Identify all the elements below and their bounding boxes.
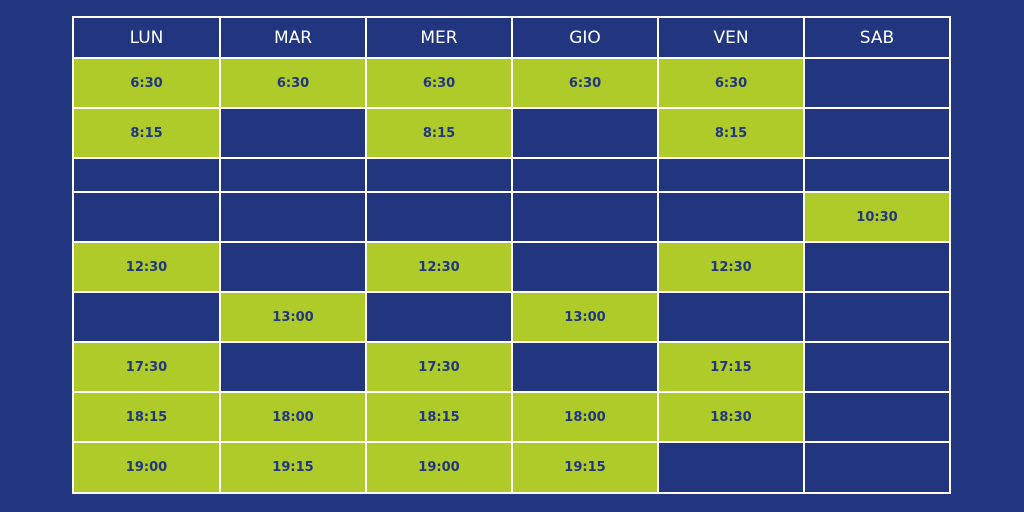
time-slot: 18:30 bbox=[658, 392, 804, 442]
time-slot: 6:30 bbox=[73, 58, 220, 108]
time-slot: 17:30 bbox=[73, 342, 220, 392]
day-header: LUN bbox=[129, 27, 164, 48]
time-slot: 8:15 bbox=[73, 108, 220, 158]
time-slot: 19:15 bbox=[220, 442, 366, 493]
time-slot: 6:30 bbox=[512, 58, 658, 108]
time-slot: 12:30 bbox=[366, 242, 512, 292]
grid-line bbox=[72, 492, 951, 494]
grid-line bbox=[72, 391, 951, 393]
grid-line bbox=[72, 191, 951, 193]
time-slot: 6:30 bbox=[220, 58, 366, 108]
grid-line bbox=[72, 57, 951, 59]
time-slot: 10:30 bbox=[804, 192, 950, 242]
grid-line bbox=[72, 157, 951, 159]
grid-line bbox=[803, 16, 805, 494]
grid-line bbox=[72, 16, 74, 494]
grid-line bbox=[511, 16, 513, 494]
time-slot: 12:30 bbox=[73, 242, 220, 292]
day-header: VEN bbox=[713, 27, 749, 48]
grid-line bbox=[365, 16, 367, 494]
day-header: MAR bbox=[273, 27, 313, 48]
grid-line bbox=[949, 16, 951, 494]
time-slot: 6:30 bbox=[366, 58, 512, 108]
grid-line bbox=[657, 16, 659, 494]
time-slot: 18:00 bbox=[220, 392, 366, 442]
time-slot: 6:30 bbox=[658, 58, 804, 108]
time-slot: 18:15 bbox=[73, 392, 220, 442]
day-header: MER bbox=[420, 27, 458, 48]
time-slot: 17:30 bbox=[366, 342, 512, 392]
day-header: SAB bbox=[859, 27, 895, 48]
time-slot: 18:00 bbox=[512, 392, 658, 442]
time-slot: 18:15 bbox=[366, 392, 512, 442]
grid-line bbox=[72, 441, 951, 443]
time-slot: 8:15 bbox=[366, 108, 512, 158]
time-slot: 19:00 bbox=[366, 442, 512, 493]
grid-line bbox=[72, 291, 951, 293]
grid-line bbox=[72, 341, 951, 343]
grid-line bbox=[72, 16, 951, 18]
day-header: GIO bbox=[569, 27, 601, 48]
time-slot: 19:15 bbox=[512, 442, 658, 493]
time-slot: 13:00 bbox=[512, 292, 658, 342]
time-slot: 19:00 bbox=[73, 442, 220, 493]
grid-line bbox=[72, 107, 951, 109]
time-slot: 12:30 bbox=[658, 242, 804, 292]
grid-line bbox=[219, 16, 221, 494]
time-slot: 8:15 bbox=[658, 108, 804, 158]
time-slot: 17:15 bbox=[658, 342, 804, 392]
time-slot: 13:00 bbox=[220, 292, 366, 342]
grid-line bbox=[72, 241, 951, 243]
